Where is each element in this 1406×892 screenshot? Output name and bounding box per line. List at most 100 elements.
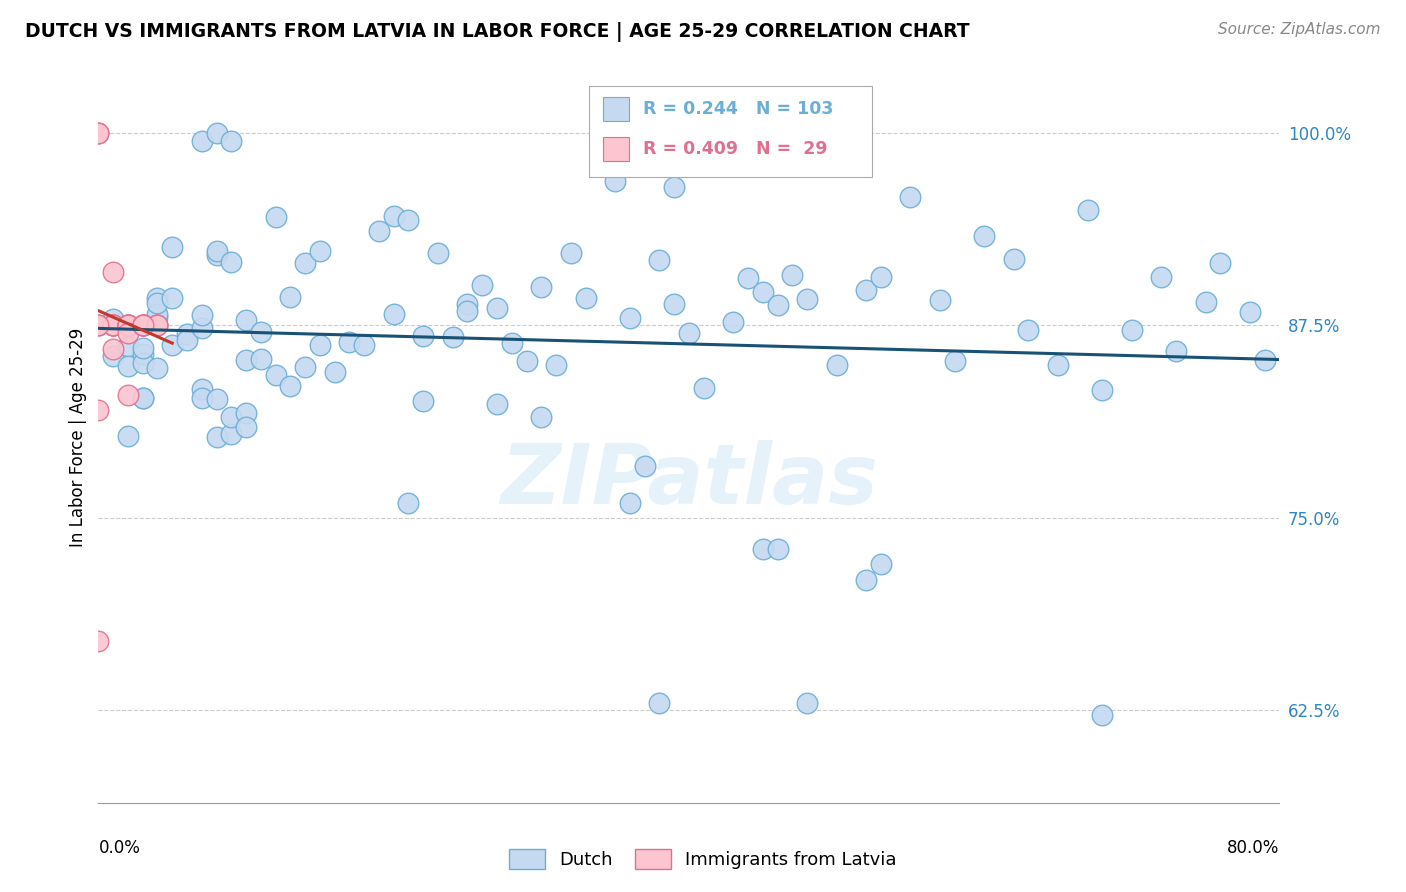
Point bbox=[486, 397, 509, 411]
Point bbox=[205, 126, 228, 140]
Point bbox=[235, 406, 257, 420]
Point bbox=[398, 213, 420, 227]
Point bbox=[221, 134, 243, 148]
Text: 0.0%: 0.0% bbox=[98, 839, 141, 857]
Text: DUTCH VS IMMIGRANTS FROM LATVIA IN LABOR FORCE | AGE 25-29 CORRELATION CHART: DUTCH VS IMMIGRANTS FROM LATVIA IN LABOR… bbox=[25, 22, 970, 42]
Point bbox=[929, 293, 952, 307]
Text: R = 0.244   N = 103: R = 0.244 N = 103 bbox=[643, 100, 834, 118]
Point bbox=[162, 240, 183, 254]
Point bbox=[1002, 252, 1025, 266]
Point bbox=[752, 541, 775, 556]
Point bbox=[87, 126, 110, 140]
Point bbox=[752, 285, 775, 299]
Point bbox=[205, 392, 228, 406]
Point bbox=[900, 189, 922, 203]
Point bbox=[235, 352, 257, 367]
Point bbox=[457, 297, 479, 311]
Point bbox=[516, 354, 538, 368]
Point bbox=[530, 280, 553, 294]
Point bbox=[280, 379, 302, 393]
Point bbox=[546, 359, 568, 373]
Point bbox=[782, 268, 804, 283]
Point bbox=[191, 391, 214, 405]
Point bbox=[441, 330, 464, 344]
Point bbox=[368, 224, 391, 238]
Point bbox=[382, 307, 405, 321]
Point bbox=[146, 291, 169, 305]
Point bbox=[235, 420, 257, 434]
Text: ZIPatlas: ZIPatlas bbox=[501, 441, 877, 522]
Point bbox=[339, 335, 361, 350]
Text: 80.0%: 80.0% bbox=[1227, 839, 1279, 857]
Point bbox=[501, 335, 523, 350]
FancyBboxPatch shape bbox=[589, 86, 872, 178]
Point bbox=[766, 541, 789, 556]
Point bbox=[1254, 353, 1277, 368]
Point bbox=[1046, 358, 1070, 372]
Point bbox=[103, 318, 125, 333]
Point bbox=[221, 409, 243, 424]
Point bbox=[87, 318, 110, 333]
Point bbox=[264, 211, 287, 225]
Point bbox=[117, 318, 139, 333]
Point bbox=[309, 244, 332, 258]
Point bbox=[796, 696, 818, 710]
Point bbox=[427, 245, 450, 260]
Point bbox=[693, 380, 716, 394]
Point bbox=[191, 308, 214, 322]
Point bbox=[973, 229, 995, 244]
Point bbox=[398, 495, 420, 509]
Point bbox=[146, 360, 169, 375]
Point bbox=[103, 264, 125, 278]
FancyBboxPatch shape bbox=[603, 136, 628, 161]
Point bbox=[1121, 323, 1143, 337]
Point bbox=[103, 342, 125, 356]
Point bbox=[353, 337, 375, 351]
Point bbox=[648, 252, 671, 267]
Point bbox=[132, 341, 155, 355]
Point bbox=[103, 349, 125, 363]
Point bbox=[280, 290, 302, 304]
Point bbox=[162, 291, 183, 305]
Point bbox=[191, 134, 214, 148]
Point bbox=[117, 318, 139, 333]
Text: R = 0.409   N =  29: R = 0.409 N = 29 bbox=[643, 140, 827, 158]
Point bbox=[117, 318, 139, 333]
Point bbox=[132, 391, 155, 405]
Point bbox=[412, 394, 434, 409]
Point bbox=[1091, 708, 1114, 723]
Point bbox=[605, 174, 627, 188]
Point bbox=[146, 307, 169, 321]
Point bbox=[766, 298, 789, 312]
Point bbox=[560, 245, 582, 260]
Point bbox=[117, 318, 139, 333]
Point bbox=[264, 368, 287, 383]
FancyBboxPatch shape bbox=[603, 96, 628, 120]
Point bbox=[664, 179, 686, 194]
Point bbox=[1166, 344, 1188, 359]
Point bbox=[855, 573, 877, 587]
Point bbox=[132, 318, 155, 333]
Y-axis label: In Labor Force | Age 25-29: In Labor Force | Age 25-29 bbox=[69, 327, 87, 547]
Point bbox=[132, 318, 155, 333]
Point bbox=[943, 353, 966, 368]
Point bbox=[648, 696, 671, 710]
Point bbox=[855, 283, 877, 297]
Point bbox=[146, 296, 169, 310]
Point bbox=[103, 318, 125, 333]
Point bbox=[678, 326, 700, 341]
Point bbox=[486, 301, 509, 315]
Point bbox=[117, 339, 139, 353]
Point bbox=[205, 244, 228, 258]
Point bbox=[162, 338, 183, 352]
Point bbox=[146, 318, 169, 333]
Point bbox=[103, 318, 125, 333]
Point bbox=[87, 126, 110, 140]
Point bbox=[205, 247, 228, 261]
Point bbox=[678, 157, 700, 171]
Text: Source: ZipAtlas.com: Source: ZipAtlas.com bbox=[1218, 22, 1381, 37]
Point bbox=[191, 320, 214, 334]
Point bbox=[825, 358, 848, 372]
Point bbox=[870, 557, 893, 571]
Point bbox=[294, 360, 316, 375]
